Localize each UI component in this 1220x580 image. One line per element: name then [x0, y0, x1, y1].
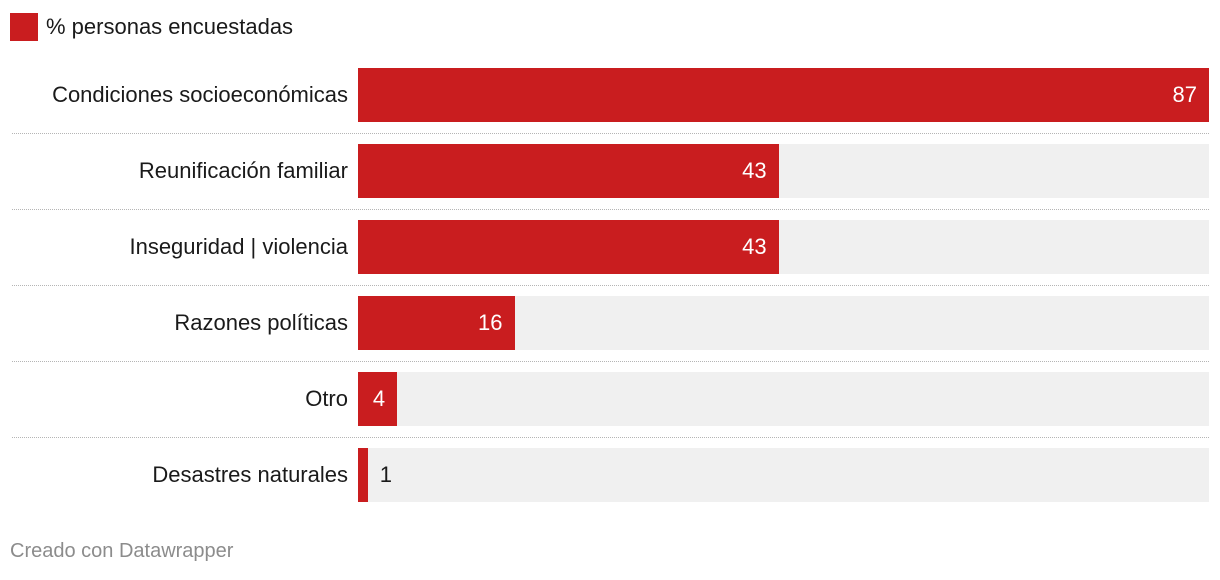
bar: [358, 448, 368, 502]
bar: [358, 68, 1209, 122]
category-label: Condiciones socioeconómicas: [52, 82, 348, 107]
category-label: Otro: [305, 386, 348, 411]
bar-row: Reunificación familiar 43: [0, 144, 1220, 220]
bar: [358, 144, 779, 198]
bar-track: 16: [358, 296, 1209, 350]
row-separator: [12, 285, 1209, 286]
bar: [358, 220, 779, 274]
legend-label: % personas encuestadas: [46, 14, 294, 39]
row-separator: [12, 133, 1209, 134]
footer-credit: Creado con Datawrapper: [10, 540, 234, 562]
data-label: 43: [742, 234, 767, 259]
bar-row: Condiciones socioeconómicas 87: [0, 68, 1220, 144]
bar-row: Razones políticas 16: [0, 296, 1220, 372]
category-label: Inseguridad | violencia: [129, 234, 348, 259]
row-separator: [12, 209, 1209, 210]
data-label: 43: [742, 158, 767, 183]
chart-legend: % personas encuestadas: [10, 12, 293, 42]
category-label: Desastres naturales: [152, 462, 348, 487]
data-label: 1: [379, 462, 393, 487]
legend-swatch: [10, 13, 38, 41]
row-separator: [12, 437, 1209, 438]
bar-track: 43: [358, 220, 1209, 274]
bar: [358, 372, 398, 426]
bar-row: Otro 4: [0, 372, 1220, 448]
bar-track: 43: [358, 144, 1209, 198]
bar-row: Inseguridad | violencia 43: [0, 220, 1220, 296]
category-label: Reunificación familiar: [138, 158, 348, 183]
row-separator: [12, 361, 1209, 362]
data-label: 16: [478, 310, 503, 335]
data-label: 4: [372, 386, 386, 411]
bar-track: 87: [358, 68, 1209, 122]
data-label: 87: [1172, 82, 1197, 107]
bar: [358, 296, 515, 350]
bar-track: 4: [358, 372, 1209, 426]
category-label: Razones políticas: [174, 310, 348, 335]
bar-row: Desastres naturales 1: [0, 448, 1220, 524]
bar-track: 1: [358, 448, 1209, 502]
